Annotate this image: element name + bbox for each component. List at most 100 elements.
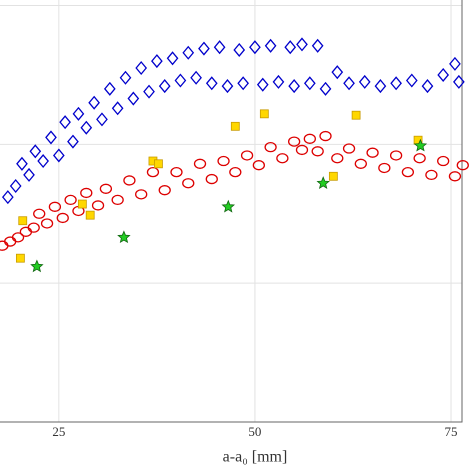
circle-marker (448, 171, 462, 182)
star-marker (221, 199, 236, 213)
circle-marker (456, 160, 469, 171)
circle-marker (295, 144, 309, 156)
circle-marker (389, 150, 403, 161)
circle-marker (342, 143, 356, 154)
circle-marker (264, 141, 277, 153)
diamond-marker (52, 148, 65, 163)
x-tick-label: 50 (248, 424, 261, 439)
diamond-marker (111, 101, 124, 116)
diamond-marker (390, 76, 402, 91)
circle-marker (99, 183, 113, 194)
circle-marker (48, 201, 62, 212)
square-marker (85, 210, 95, 220)
circle-marker (56, 212, 69, 224)
x-tick-label: 75 (445, 424, 458, 439)
circle-marker (19, 226, 33, 237)
circle-marker (91, 200, 105, 211)
square-marker (328, 171, 338, 181)
circle-marker (146, 166, 160, 178)
circle-marker (229, 166, 242, 178)
diamond-marker (166, 51, 179, 66)
circle-marker (11, 232, 25, 243)
diamond-marker (221, 79, 234, 94)
diamond-marker (331, 65, 344, 80)
diamond-marker (272, 74, 285, 89)
diamond-marker (213, 40, 226, 55)
square-marker (351, 110, 361, 120)
circle-marker (135, 189, 148, 200)
diamond-marker (264, 38, 277, 53)
diamond-marker (237, 76, 250, 91)
diamond-marker (249, 40, 261, 55)
diamond-marker (319, 81, 332, 96)
circle-marker (276, 153, 289, 164)
diamond-marker (421, 79, 434, 94)
circle-marker (158, 185, 171, 196)
diamond-marker (143, 84, 155, 99)
star-marker (30, 259, 44, 273)
diamond-marker (374, 79, 387, 94)
circle-marker (366, 147, 379, 158)
circle-marker (111, 194, 124, 206)
diamond-marker (9, 178, 22, 194)
diamond-marker (284, 40, 297, 55)
diamond-marker (303, 76, 316, 91)
circle-marker (170, 166, 183, 178)
x-tick-label: 25 (52, 424, 65, 439)
diamond-marker (37, 154, 49, 169)
diamond-marker (405, 73, 418, 88)
star-marker (413, 138, 428, 152)
diamond-marker (67, 134, 79, 149)
square-marker (77, 199, 87, 209)
star-marker (316, 176, 330, 189)
diamond-marker (45, 130, 57, 145)
square-marker (15, 253, 25, 263)
star-marker (117, 230, 131, 244)
square-marker (18, 216, 28, 226)
diamond-marker (16, 156, 28, 171)
diamond-marker (1, 190, 14, 205)
circle-marker (331, 153, 344, 164)
diamond-marker (182, 45, 195, 60)
plot-frame (0, 0, 463, 423)
circle-marker (354, 158, 367, 169)
diamond-marker (311, 38, 324, 53)
diamond-marker (343, 76, 355, 91)
circle-marker (311, 146, 324, 157)
circle-marker (319, 130, 332, 142)
diamond-marker (158, 79, 171, 94)
circle-marker (80, 187, 93, 199)
diamond-marker (119, 70, 132, 85)
diamond-marker (358, 74, 371, 89)
diamond-marker (88, 95, 100, 110)
circle-marker (401, 166, 415, 178)
diamond-marker (135, 61, 148, 76)
circle-marker (252, 160, 265, 171)
circle-marker (378, 162, 391, 174)
circle-marker (4, 236, 17, 247)
circle-marker (27, 222, 40, 233)
circle-marker (123, 175, 136, 186)
diamond-marker (437, 67, 450, 82)
circle-marker (64, 194, 77, 206)
square-marker (259, 109, 269, 119)
square-marker (154, 159, 163, 169)
diamond-marker (96, 112, 108, 127)
diamond-marker (127, 91, 140, 106)
diamond-marker (198, 41, 210, 56)
diamond-marker (151, 54, 163, 69)
diamond-marker (256, 77, 269, 92)
diamond-marker (174, 73, 187, 88)
diamond-marker (288, 79, 300, 94)
square-marker (230, 121, 240, 131)
circle-marker (40, 218, 54, 229)
diamond-marker (453, 74, 465, 89)
circle-marker (217, 155, 230, 167)
diamond-marker (103, 81, 116, 96)
circle-marker (413, 153, 426, 164)
circle-marker (287, 136, 301, 147)
circle-marker (182, 178, 195, 189)
diamond-marker (59, 115, 71, 130)
circle-marker (425, 169, 438, 181)
